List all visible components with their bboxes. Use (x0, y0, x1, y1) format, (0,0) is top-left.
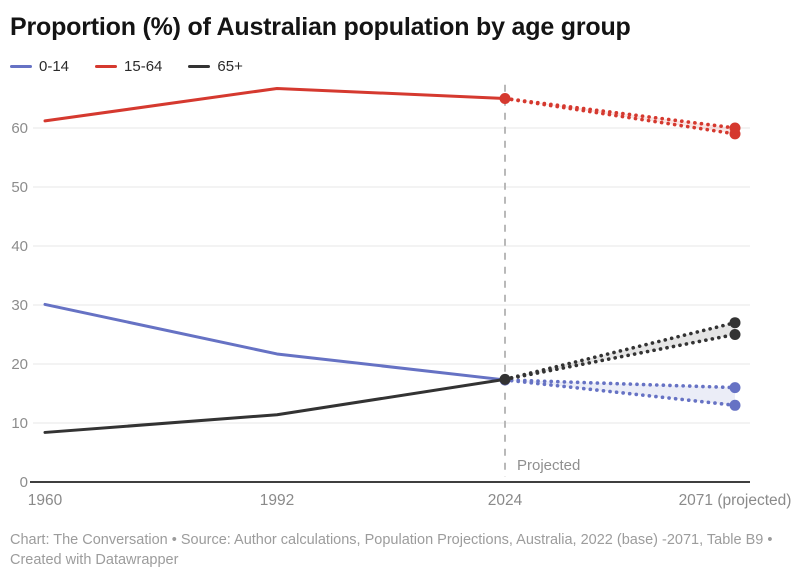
legend-swatch-65plus (188, 64, 211, 68)
legend-item-65plus: 65+ (188, 57, 243, 75)
series-0-14 (43, 302, 741, 411)
svg-text:30: 30 (11, 297, 28, 314)
series-15-64 (43, 86, 741, 140)
svg-text:10: 10 (11, 415, 28, 432)
projected-label: Projected (517, 457, 580, 474)
chart-footer: Chart: The Conversation • Source: Author… (10, 530, 790, 570)
line-chart: 0 10 20 30 40 50 60 Projected 1960 1992 2024 2071 (… (11, 84, 792, 509)
x-tick-labels: 1960 1992 2024 2071 (projected) (28, 492, 792, 509)
legend-label-15-64: 15-64 (124, 57, 163, 75)
legend-item-15-64: 15-64 (95, 58, 162, 75)
legend-item-0-14: 0-14 (10, 58, 69, 75)
legend-swatch-15-64 (95, 64, 118, 68)
svg-text:60: 60 (11, 120, 28, 137)
svg-text:0: 0 (20, 474, 28, 491)
svg-text:20: 20 (11, 356, 28, 373)
svg-text:40: 40 (11, 238, 28, 255)
svg-text:2024: 2024 (488, 492, 523, 509)
y-gridlines (33, 127, 750, 424)
footer-attribution: Chart: The Conversation • Source: Author… (10, 532, 773, 548)
series-65+ (43, 317, 741, 434)
chart-title: Proportion (%) of Australian population … (10, 13, 631, 41)
svg-text:1960: 1960 (28, 492, 63, 509)
footer-created-with: Created with Datawrapper (10, 552, 179, 568)
svg-text:2071 (projected): 2071 (projected) (679, 492, 792, 509)
legend-swatch-0-14 (10, 64, 32, 68)
svg-text:1992: 1992 (260, 492, 294, 509)
legend-label-65plus: 65+ (217, 57, 243, 75)
y-tick-labels: 0 10 20 30 40 50 60 (11, 120, 28, 491)
legend: 0-14 15-64 65+ (10, 57, 790, 75)
legend-label-0-14: 0-14 (39, 57, 70, 75)
svg-text:50: 50 (11, 179, 28, 196)
